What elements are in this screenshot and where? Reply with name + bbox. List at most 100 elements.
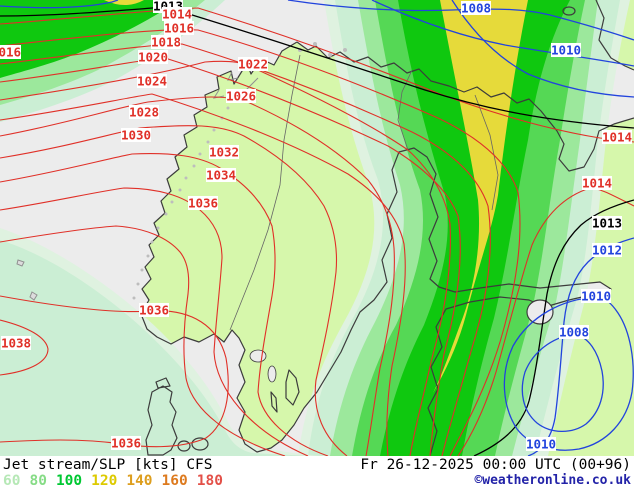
isobar-label: 1014: [582, 176, 612, 191]
isobar-label-box: [238, 57, 268, 71]
isobar-label-box: [592, 216, 622, 230]
isobar-label-box: [137, 74, 167, 88]
isobar-label-box: [151, 35, 181, 49]
isobar-label: 1010: [551, 43, 581, 58]
jet-band-yellow-core: [433, 0, 528, 393]
isobar-label: 1032: [209, 145, 239, 160]
isobar-1032: [0, 187, 309, 456]
lake-vattern: [267, 365, 277, 383]
isobar-label-box: [581, 289, 611, 303]
zealand-coast: [191, 437, 209, 451]
isobar-label-box: [559, 325, 589, 339]
isobar-1010-loop: [503, 296, 634, 451]
isobar-label: 1008: [461, 1, 491, 16]
bottomleft-band-mint: [0, 240, 310, 456]
isobar-label-box: [526, 437, 556, 451]
isobars-blue: [0, 0, 634, 456]
isobar-1008-top: [287, 0, 634, 41]
isobar-label: 1008: [559, 325, 589, 340]
isobar-label-box: [139, 303, 169, 317]
isobar-label-box: [206, 168, 236, 182]
isobar-label-box: [129, 105, 159, 119]
isobar-label-box: [0, 45, 21, 59]
isobar-1008-loop: [521, 333, 604, 433]
scale-value: 160: [161, 473, 188, 489]
isobar-label: 1038: [1, 336, 31, 351]
isobars-black: [0, 6, 634, 456]
isobar-1022: [0, 60, 451, 456]
gotland-coast: [285, 369, 300, 406]
isobar-label: 1014: [602, 130, 632, 145]
jet-stream-bands: [0, 0, 630, 456]
isobar-1024: [0, 93, 406, 456]
isobar-1013-top: [0, 6, 634, 129]
isobar-label-box: [111, 436, 141, 450]
isobar-label-box: [551, 43, 581, 57]
isobar-label: 1036: [111, 436, 141, 451]
isobar-label: 1024: [137, 74, 167, 89]
isobar-1036-loop: [0, 295, 229, 448]
scale-value: 100: [55, 473, 83, 489]
oland-island: [271, 392, 277, 412]
isobar-label: 1030: [121, 128, 151, 143]
legend-row-1: Jet stream/SLP [kts] CFS Fr 26-12-2025 0…: [0, 457, 634, 473]
isobar-label: 1014: [162, 7, 192, 22]
map-area: 1013 1014 1016 1018 1020 1022 1024 1026 1028 1030…: [0, 0, 634, 456]
isobars-red: [0, 7, 634, 456]
isobar-label: 1016: [164, 21, 194, 36]
lake-vanern: [249, 349, 267, 363]
isobar-label-box: [164, 21, 194, 35]
isobar-label: 1010: [581, 289, 611, 304]
denmark-coast: [145, 377, 178, 456]
isobar-label-box: [602, 130, 632, 144]
isobar-label-box: [209, 145, 239, 159]
isobar-1034: [0, 225, 286, 456]
isobar-label-box: [138, 50, 168, 64]
isobar-label: 1036: [188, 196, 218, 211]
isobar-label: 1022: [238, 57, 268, 72]
isobar-1038: [0, 319, 49, 376]
isobar-label-box: [188, 196, 218, 210]
isobar-label-box: [592, 243, 622, 257]
isobar-label: 1036: [139, 303, 169, 318]
isobar-1014: [0, 7, 634, 143]
isobar-label: 1013: [592, 216, 622, 231]
isobar-label-box: [582, 176, 612, 190]
shetland-islands: [29, 291, 38, 301]
isobar-1008-topleft: [0, 0, 119, 9]
credit-link[interactable]: ©weatheronline.co.uk: [474, 473, 631, 488]
faroe-islands: [16, 259, 25, 267]
isobar-label: 1012: [592, 243, 622, 258]
northeast-corner-coast: [595, 0, 634, 71]
isobar-1026: [0, 96, 395, 456]
isobar-1012-top: [451, 0, 634, 98]
isobar-label: 1034: [206, 168, 236, 183]
isobar-label: 1028: [129, 105, 159, 120]
isobar-label-box: [1, 336, 31, 350]
isobar-label-box: [162, 7, 192, 21]
scale-value: 60: [3, 473, 21, 489]
isobar-label-box: [226, 89, 256, 103]
isobar-label-box: [121, 128, 151, 142]
isobar-1013-right: [473, 199, 634, 456]
forecast-datetime: Fr 26-12-2025 00:00 UTC (00+96): [360, 457, 631, 473]
scale-value: 120: [91, 473, 118, 489]
isobar-label: 1020: [138, 50, 168, 65]
isobar-label: 1026: [226, 89, 256, 104]
map-title: Jet stream/SLP [kts] CFS: [3, 457, 213, 473]
oland-coast: [270, 391, 278, 413]
jet-scale: 60 80 100 120 140 160 180: [3, 473, 232, 489]
scale-value: 140: [126, 473, 153, 489]
isobar-label: 1016: [0, 45, 21, 60]
riga-gulf: [526, 299, 554, 325]
isobar-label: 1018: [151, 35, 181, 50]
legend-row-2: 60 80 100 120 140 160 180 ©weatheronline.co.uk: [0, 473, 634, 490]
isobar-label-box: [461, 1, 491, 15]
kanin-coast: [562, 6, 576, 16]
isobar-label: 1010: [526, 437, 556, 452]
scale-value: 80: [29, 473, 47, 489]
scale-value: 180: [196, 473, 223, 489]
